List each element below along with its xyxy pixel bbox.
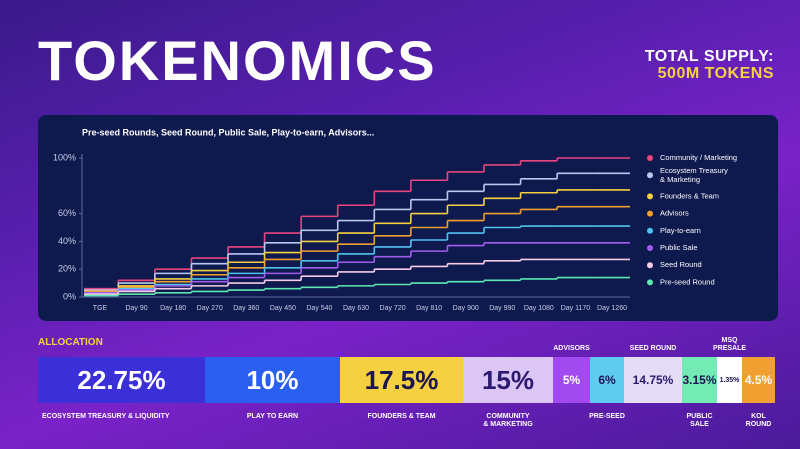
legend-label: Play-to-earn [660,226,701,235]
page-title: TOKENOMICS [38,29,437,92]
x-tick-label: Day 540 [306,305,332,312]
y-tick-label: 20% [58,264,76,274]
chart-panel [38,115,778,321]
x-tick-label: Day 180 [160,305,186,312]
x-tick-label: Day 990 [489,305,515,312]
allocation-segment: 6% PRE-SEED [589,357,625,420]
x-tick-label: Day 900 [453,305,479,312]
allocation-value: 10% [246,364,299,395]
legend-swatch [647,262,653,269]
x-tick-label: Day 90 [125,305,147,312]
x-tick-label: Day 450 [270,305,296,312]
allocation-value: 1.35% [719,376,740,384]
legend-swatch [647,245,653,251]
allocation-value: 15% [481,364,535,395]
allocation-value: 3.15% [682,373,717,387]
y-tick-label: 100% [53,152,76,162]
allocation-label: PUBLIC SALE [686,413,713,428]
allocation-value: 22.75% [77,364,166,395]
x-tick-label: Day 270 [197,305,223,312]
allocation-segment: 4.5% KOL ROUND [742,357,775,428]
allocation-title: ALLOCATION [38,337,103,348]
chart-subtitle: Pre-seed Rounds, Seed Round, Public Sale… [82,127,374,137]
y-tick-label: 0% [63,291,76,301]
allocation-value: 17.5% [364,364,439,395]
y-tick-label: 40% [58,236,76,246]
allocation-label: ADVISORS [553,345,590,352]
allocation-segment: 10% PLAY TO EARN [205,357,340,420]
allocation-value: 5% [562,373,581,387]
allocation-segment: 5% ADVISORS [553,345,590,403]
legend-swatch [647,193,653,200]
legend-label: Pre-seed Round [660,277,715,286]
allocation-value: 4.5% [744,373,773,387]
allocation-label: FOUNDERS & TEAM [367,413,436,420]
legend-label: Seed Round [660,260,702,269]
legend-swatch [647,227,653,234]
x-tick-label: Day 360 [233,305,259,312]
legend-swatch [647,155,653,161]
y-tick-label: 60% [58,208,76,218]
legend-label: Community / Marketing [660,153,737,162]
legend-label: Founders & Team [660,191,719,200]
allocation-label: MSQ PRESALE [712,337,747,352]
allocation-bar: 22.75% ECOSYSTEM TREASURY & LIQUIDITY 10% P… [38,337,775,428]
legend-label: Ecosystem Treasury & Marketing [660,166,728,184]
legend-swatch [647,172,653,179]
legend-label: Public Sale [660,243,698,252]
x-tick-label: Day 810 [416,305,442,312]
supply-label: TOTAL SUPPLY: [644,48,774,65]
x-tick-label: Day 1080 [524,305,554,312]
legend-swatch [647,279,653,286]
x-tick-label: Day 720 [380,305,406,312]
x-tick-label: Day 1170 [561,305,591,312]
allocation-label: PLAY TO EARN [246,413,299,420]
allocation-segment: 22.75% ECOSYSTEM TREASURY & LIQUIDITY [38,357,205,420]
legend-swatch [647,210,653,217]
total-supply: TOTAL SUPPLY: 500M TOKENS [645,48,774,82]
x-tick-label: TGE [93,305,108,312]
legend-label: Advisors [660,209,689,218]
allocation-label: SEED ROUND [629,345,677,352]
allocation-segment: 17.5% FOUNDERS & TEAM [340,357,463,420]
chart: Pre-seed Rounds, Seed Round, Public Sale… [38,115,778,321]
allocation-label: COMMUNITY & MARKETING [483,413,533,428]
allocation-segment: 1.35% MSQ PRESALE [713,337,746,403]
allocation-value: 14.75% [632,373,674,387]
allocation-label: ECOSYSTEM TREASURY & LIQUIDITY [42,413,170,420]
allocation-label: PRE-SEED [589,413,625,420]
allocation-segment: 3.15% PUBLIC SALE [682,357,717,428]
allocation-segment: 15% COMMUNITY & MARKETING [463,357,553,428]
x-tick-label: Day 1260 [597,305,627,312]
allocation-label: KOL ROUND [745,413,772,428]
supply-value: 500M TOKENS [657,65,774,82]
x-tick-label: Day 630 [343,305,369,312]
allocation-value: 6% [598,373,616,387]
allocation-segment: 14.75% SEED ROUND [624,345,682,403]
